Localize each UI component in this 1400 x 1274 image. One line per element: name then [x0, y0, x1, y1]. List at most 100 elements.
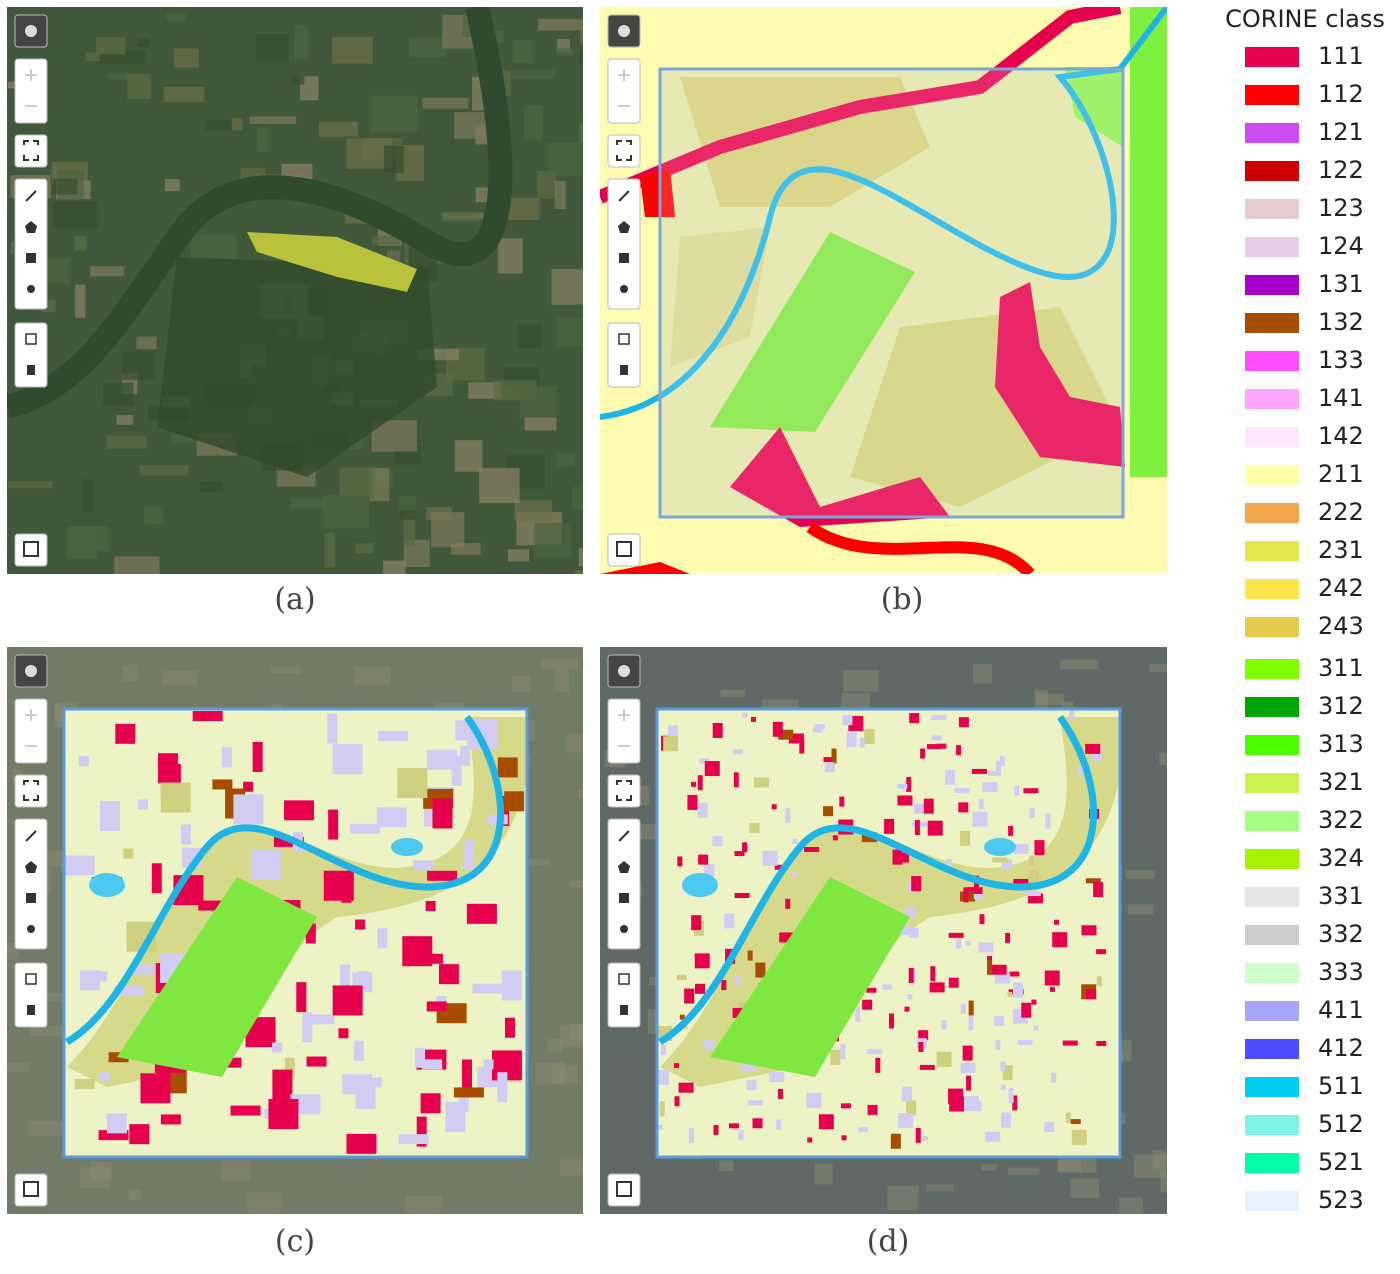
fullscreen-icon: [616, 780, 632, 801]
field: [114, 556, 160, 574]
class-patch: [982, 782, 998, 793]
urban: [995, 282, 1125, 467]
map-button[interactable]: [14, 533, 48, 567]
water: [682, 873, 718, 897]
class-patch: [338, 1028, 349, 1039]
class-patch: [963, 1095, 979, 1111]
class-patch: [995, 973, 1011, 984]
field: [205, 120, 242, 131]
class-patch: [80, 970, 101, 991]
field: [165, 12, 186, 22]
map-button[interactable]: [607, 1173, 641, 1207]
field: [580, 28, 583, 44]
polygon-icon: [618, 861, 630, 873]
field: [137, 38, 150, 47]
field: [102, 382, 134, 406]
legend-label: 112: [1318, 80, 1364, 108]
class-patch: [831, 748, 837, 764]
class-patch: [1054, 919, 1060, 925]
field: [579, 49, 583, 66]
map-button[interactable]: [14, 134, 48, 168]
field: [1160, 1169, 1167, 1193]
legend-label: 132: [1318, 308, 1364, 336]
class-patch: [791, 871, 797, 877]
legend-swatch: [1245, 85, 1299, 105]
water: [89, 873, 125, 897]
legend-label: 321: [1318, 768, 1364, 796]
field: [1036, 694, 1064, 706]
field: [7, 942, 19, 959]
edit-icon: [25, 333, 37, 345]
class-patch: [1005, 932, 1011, 943]
class-patch: [353, 1040, 364, 1061]
class-patch: [1007, 991, 1013, 997]
zone: [670, 227, 770, 367]
class-patch: [221, 1057, 242, 1068]
field: [517, 323, 542, 349]
class-patch: [929, 982, 945, 993]
map-button[interactable]: [14, 322, 48, 388]
bbox: [655, 707, 1122, 1159]
class-patch: [1008, 1087, 1014, 1103]
class-patch: [98, 1130, 129, 1141]
field: [409, 37, 447, 58]
class-patch: [960, 830, 971, 846]
field: [221, 1161, 251, 1182]
class-patch: [1009, 971, 1020, 977]
map-button[interactable]: [607, 322, 641, 388]
class-patch: [296, 982, 307, 1013]
field: [339, 467, 375, 499]
field: [162, 670, 198, 685]
class-patch: [967, 887, 983, 898]
field: [247, 1193, 282, 1214]
class-patch: [453, 1087, 484, 1098]
legend-label: 412: [1318, 1034, 1364, 1062]
class-patch: [427, 870, 458, 881]
line-icon: [618, 190, 630, 202]
class-patch: [684, 988, 695, 1004]
map-button[interactable]: [607, 58, 641, 124]
class-patch: [728, 1123, 739, 1129]
map-button[interactable]: [14, 1173, 48, 1207]
class-patch: [1093, 881, 1104, 897]
map-button[interactable]: [14, 962, 48, 1028]
map-button[interactable]: [607, 533, 641, 567]
class-patch: [1008, 825, 1014, 836]
class-patch: [497, 1072, 508, 1103]
legend-swatch: [1245, 199, 1299, 219]
map-button[interactable]: [607, 962, 641, 1028]
forest: [1065, 67, 1123, 147]
legend-label: 312: [1318, 692, 1364, 720]
map-button[interactable]: [607, 818, 641, 950]
line-icon: [25, 190, 37, 202]
class-patch: [979, 914, 985, 925]
map-button[interactable]: [607, 178, 641, 310]
legend-label: 124: [1318, 232, 1364, 260]
map-button[interactable]: [14, 58, 48, 124]
field: [1060, 659, 1099, 670]
map-button[interactable]: [607, 698, 641, 764]
field: [200, 481, 224, 493]
class-patch: [272, 1069, 293, 1100]
water: [984, 838, 1016, 856]
map-button[interactable]: [14, 698, 48, 764]
field: [514, 500, 552, 522]
class-patch: [841, 1135, 847, 1141]
field: [554, 180, 566, 209]
map-button[interactable]: [14, 818, 48, 950]
map-button[interactable]: [607, 134, 641, 168]
class-patch: [945, 769, 956, 785]
class-patch: [160, 1114, 181, 1125]
field: [270, 666, 301, 674]
map-button[interactable]: [607, 774, 641, 808]
class-patch: [752, 1118, 763, 1129]
field: [507, 549, 530, 562]
map-button[interactable]: [14, 178, 48, 310]
class-patch: [221, 747, 232, 768]
forest: [1130, 7, 1167, 477]
class-patch: [867, 1104, 878, 1115]
map-button[interactable]: [14, 774, 48, 808]
layer-icon: [23, 541, 39, 557]
class-patch: [74, 1078, 95, 1089]
field: [578, 548, 583, 567]
